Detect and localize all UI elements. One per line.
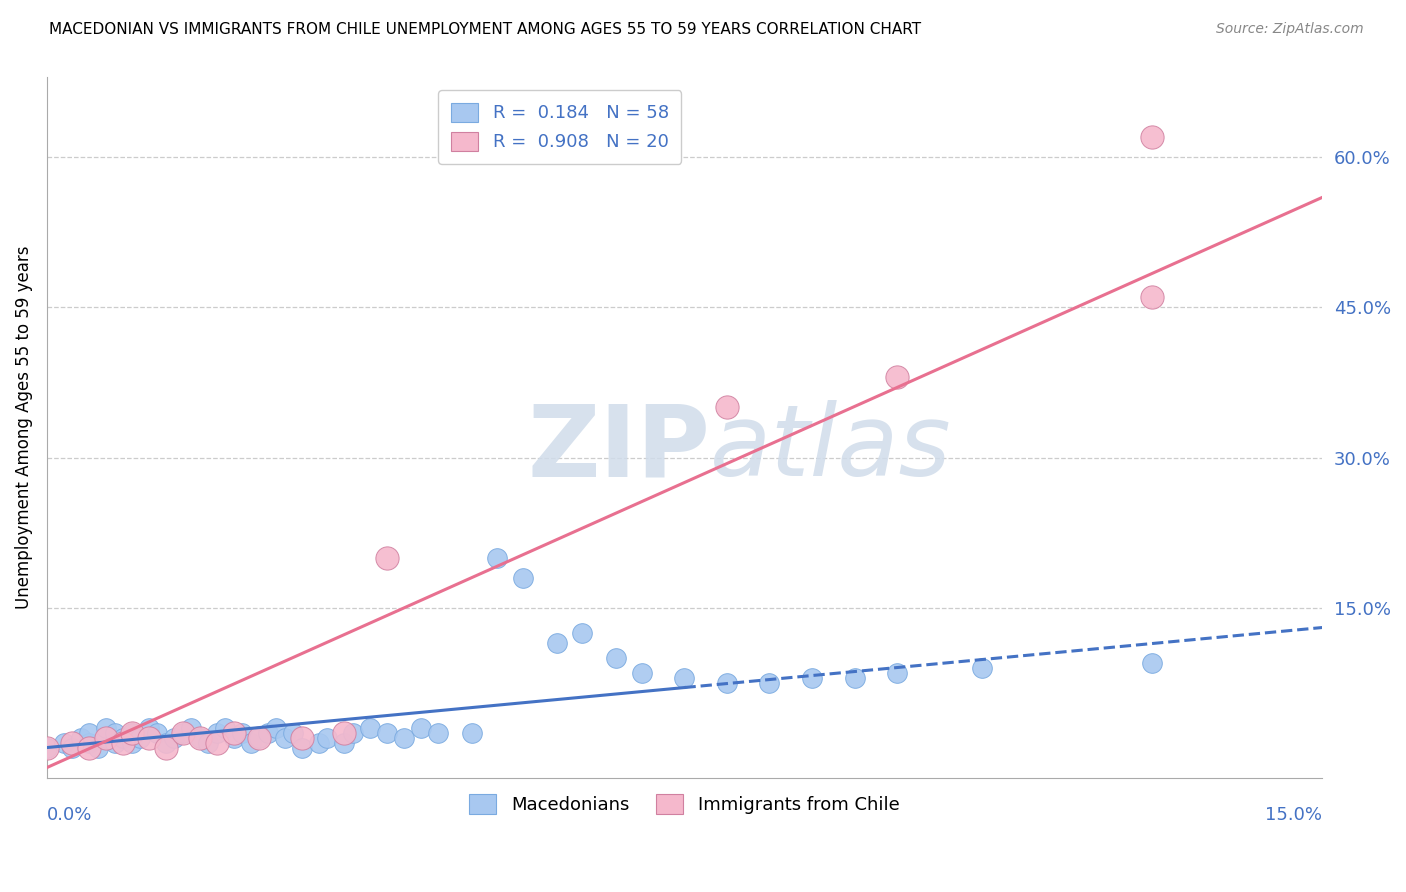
Point [96,721,118,735]
Point [231,725,253,739]
Point [886,370,908,384]
Point [291,740,314,755]
Y-axis label: Unemployment Among Ages 55 to 59 years: Unemployment Among Ages 55 to 59 years [15,246,32,609]
Point [96,731,118,745]
Point [155,740,177,755]
Point [758,675,780,690]
Point [257,725,280,739]
Point [239,735,262,749]
Text: atlas: atlas [710,400,952,497]
Point [96,731,118,745]
Point [222,725,245,739]
Point [375,725,398,739]
Point [266,721,288,735]
Point [283,725,305,739]
Point [631,665,654,680]
Point [970,660,993,674]
Point [359,721,381,735]
Point [205,735,228,749]
Point [188,731,211,745]
Point [104,725,127,739]
Point [716,401,738,415]
Point [172,725,194,739]
Point [104,735,127,749]
Point [188,731,211,745]
Point [716,675,738,690]
Point [308,735,330,749]
Point [342,725,364,739]
Text: 15.0%: 15.0% [1265,805,1322,823]
Point [79,725,101,739]
Point [249,731,271,745]
Point [1140,656,1163,670]
Point [35,740,58,755]
Point [291,731,314,745]
Point [512,570,534,584]
Point [426,725,449,739]
Point [121,725,143,739]
Point [375,550,398,565]
Point [112,735,135,749]
Point [461,725,484,739]
Point [409,721,432,735]
Point [605,650,627,665]
Point [52,735,75,749]
Point [1140,130,1163,145]
Point [673,671,696,685]
Point [571,625,593,640]
Point [486,550,509,565]
Point [1140,290,1163,304]
Point [87,740,110,755]
Point [274,731,297,745]
Point [121,725,143,739]
Point [249,731,271,745]
Point [146,725,169,739]
Point [172,725,194,739]
Point [180,721,202,735]
Point [886,665,908,680]
Point [844,671,866,685]
Point [333,725,356,739]
Point [121,735,143,749]
Point [35,740,58,755]
Point [333,735,356,749]
Point [79,740,101,755]
Point [60,735,83,749]
Point [163,731,186,745]
Point [316,731,339,745]
Point [197,735,219,749]
Point [155,735,177,749]
Point [801,671,824,685]
Point [205,725,228,739]
Point [79,735,101,749]
Point [70,731,93,745]
Point [60,740,83,755]
Text: MACEDONIAN VS IMMIGRANTS FROM CHILE UNEMPLOYMENT AMONG AGES 55 TO 59 YEARS CORRE: MACEDONIAN VS IMMIGRANTS FROM CHILE UNEM… [49,22,921,37]
Point [214,721,236,735]
Point [138,731,160,745]
Point [222,731,245,745]
Point [546,635,568,649]
Point [112,731,135,745]
Point [392,731,415,745]
Point [138,721,160,735]
Text: Source: ZipAtlas.com: Source: ZipAtlas.com [1216,22,1364,37]
Point [129,731,152,745]
Text: ZIP: ZIP [527,400,710,497]
Text: 0.0%: 0.0% [46,805,93,823]
Legend: Macedonians, Immigrants from Chile: Macedonians, Immigrants from Chile [458,783,911,824]
